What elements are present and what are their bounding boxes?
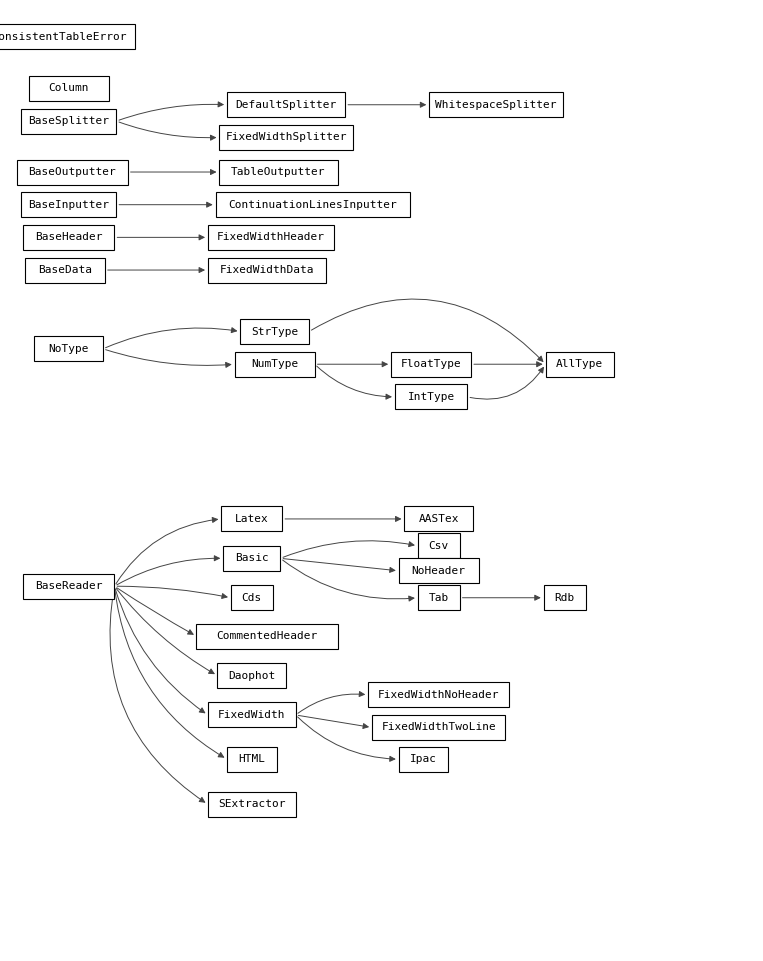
- FancyBboxPatch shape: [208, 792, 296, 817]
- FancyBboxPatch shape: [18, 160, 127, 185]
- Text: FixedWidthSplitter: FixedWidthSplitter: [225, 133, 347, 142]
- Text: NoHeader: NoHeader: [412, 566, 465, 576]
- Text: ContinuationLinesInputter: ContinuationLinesInputter: [228, 200, 398, 209]
- FancyBboxPatch shape: [368, 682, 510, 707]
- FancyBboxPatch shape: [208, 225, 334, 250]
- Text: Csv: Csv: [429, 541, 449, 551]
- Text: BaseReader: BaseReader: [35, 581, 102, 591]
- Text: Tab: Tab: [429, 593, 449, 603]
- FancyBboxPatch shape: [429, 92, 562, 117]
- FancyBboxPatch shape: [235, 352, 315, 377]
- FancyBboxPatch shape: [217, 663, 286, 688]
- FancyBboxPatch shape: [208, 258, 327, 283]
- FancyBboxPatch shape: [543, 585, 586, 610]
- Text: NoType: NoType: [48, 344, 89, 354]
- FancyBboxPatch shape: [227, 747, 276, 772]
- FancyBboxPatch shape: [220, 125, 353, 150]
- Text: Cds: Cds: [242, 593, 262, 603]
- Text: IntType: IntType: [407, 392, 455, 402]
- Text: FloatType: FloatType: [401, 359, 462, 369]
- FancyBboxPatch shape: [23, 574, 114, 599]
- FancyBboxPatch shape: [546, 352, 614, 377]
- FancyBboxPatch shape: [227, 92, 345, 117]
- Text: BaseHeader: BaseHeader: [35, 233, 102, 242]
- FancyBboxPatch shape: [215, 192, 410, 217]
- FancyBboxPatch shape: [240, 319, 309, 344]
- FancyBboxPatch shape: [220, 160, 337, 185]
- FancyBboxPatch shape: [208, 702, 296, 727]
- FancyBboxPatch shape: [391, 352, 471, 377]
- Text: FixedWidthNoHeader: FixedWidthNoHeader: [378, 690, 500, 700]
- Text: InconsistentTableError: InconsistentTableError: [0, 32, 127, 41]
- FancyBboxPatch shape: [196, 624, 337, 649]
- Text: TableOutputter: TableOutputter: [231, 167, 326, 177]
- Text: DefaultSplitter: DefaultSplitter: [236, 100, 336, 110]
- FancyBboxPatch shape: [398, 558, 479, 583]
- FancyBboxPatch shape: [0, 24, 136, 49]
- Text: CommentedHeader: CommentedHeader: [217, 631, 317, 641]
- Text: AASTex: AASTex: [418, 514, 459, 524]
- FancyBboxPatch shape: [399, 747, 449, 772]
- Text: SExtractor: SExtractor: [218, 800, 285, 809]
- FancyBboxPatch shape: [25, 258, 105, 283]
- FancyBboxPatch shape: [29, 76, 108, 101]
- FancyBboxPatch shape: [221, 506, 282, 531]
- Text: BaseSplitter: BaseSplitter: [28, 116, 109, 126]
- Text: Column: Column: [48, 84, 89, 93]
- FancyBboxPatch shape: [23, 225, 114, 250]
- FancyBboxPatch shape: [21, 109, 116, 134]
- Text: NumType: NumType: [251, 359, 298, 369]
- Text: BaseData: BaseData: [38, 265, 92, 275]
- FancyBboxPatch shape: [224, 546, 281, 571]
- Text: WhitespaceSplitter: WhitespaceSplitter: [435, 100, 557, 110]
- Text: Latex: Latex: [235, 514, 269, 524]
- FancyBboxPatch shape: [404, 506, 473, 531]
- Text: BaseOutputter: BaseOutputter: [28, 167, 117, 177]
- Text: AllType: AllType: [556, 359, 604, 369]
- FancyBboxPatch shape: [418, 533, 459, 558]
- Text: BaseInputter: BaseInputter: [28, 200, 109, 209]
- FancyBboxPatch shape: [34, 336, 103, 361]
- FancyBboxPatch shape: [372, 715, 505, 740]
- Text: HTML: HTML: [238, 754, 266, 764]
- Text: FixedWidthData: FixedWidthData: [220, 265, 314, 275]
- FancyBboxPatch shape: [418, 585, 459, 610]
- Text: Basic: Basic: [235, 554, 269, 563]
- Text: FixedWidthHeader: FixedWidthHeader: [217, 233, 325, 242]
- FancyBboxPatch shape: [21, 192, 116, 217]
- FancyBboxPatch shape: [395, 384, 467, 409]
- Text: Rdb: Rdb: [555, 593, 575, 603]
- Text: Daophot: Daophot: [228, 671, 275, 680]
- FancyBboxPatch shape: [230, 585, 273, 610]
- Text: StrType: StrType: [251, 327, 298, 336]
- Text: FixedWidth: FixedWidth: [218, 710, 285, 720]
- Text: FixedWidthTwoLine: FixedWidthTwoLine: [382, 723, 496, 732]
- Text: Ipac: Ipac: [410, 754, 437, 764]
